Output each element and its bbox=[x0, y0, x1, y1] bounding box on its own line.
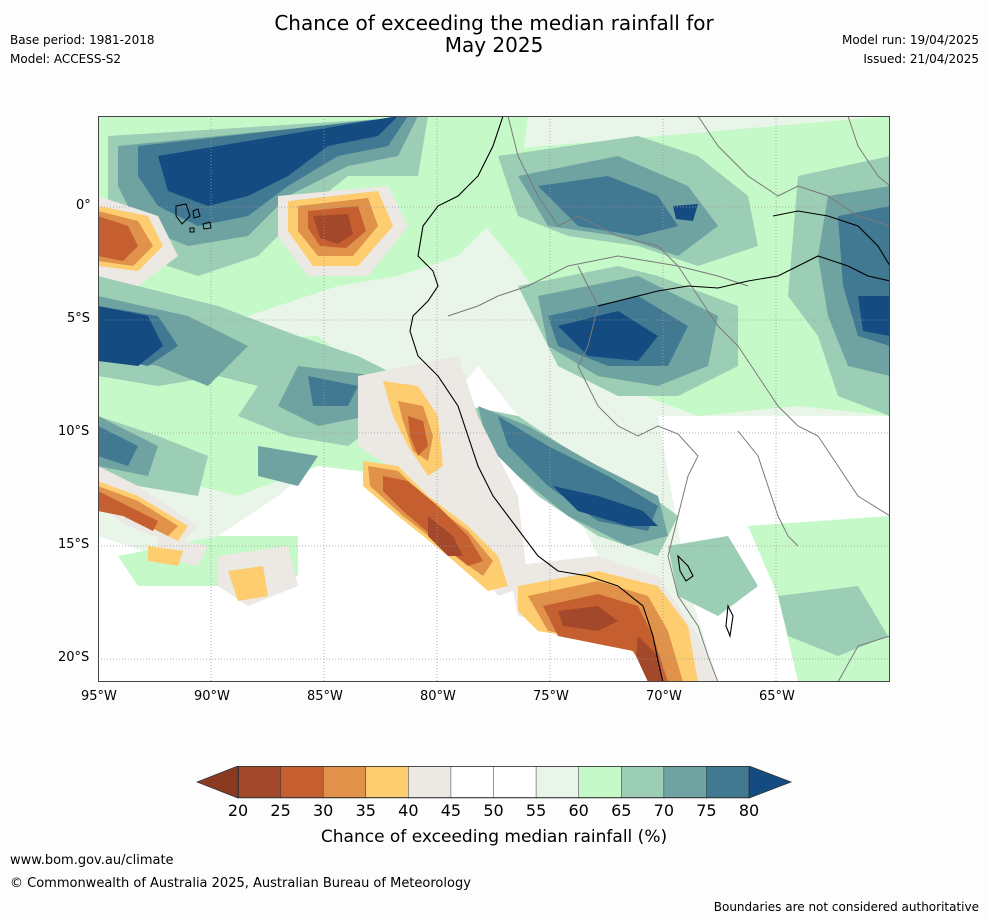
lat-label-15s: 15°S bbox=[58, 537, 90, 552]
map-title: Chance of exceeding the median rainfall … bbox=[0, 12, 988, 56]
lon-label-85w: 85°W bbox=[307, 689, 343, 704]
colorbar-cell bbox=[322, 766, 367, 799]
lat-label-10s: 10°S bbox=[58, 424, 90, 439]
lon-label-90w: 90°W bbox=[194, 689, 230, 704]
colorbar-tick-label: 25 bbox=[270, 801, 291, 820]
copyright-text: © Commonwealth of Australia 2025, Austra… bbox=[10, 876, 471, 891]
coastlines bbox=[409, 116, 890, 682]
lat-label-20s: 20°S bbox=[58, 650, 90, 665]
website-link[interactable]: www.bom.gov.au/climate bbox=[10, 853, 174, 868]
lat-label-5s: 5°S bbox=[67, 311, 91, 326]
colorbar-cell bbox=[706, 766, 750, 799]
colorbar-cell bbox=[408, 766, 452, 799]
lon-label-95w: 95°W bbox=[81, 689, 117, 704]
colorbar-cell bbox=[365, 766, 410, 799]
colorbar-cell bbox=[663, 766, 708, 799]
colorbar-tick-label: 45 bbox=[440, 801, 462, 820]
model-text: Model: ACCESS-S2 bbox=[10, 52, 122, 66]
colorbar-tick-label: 60 bbox=[568, 801, 589, 820]
lon-label-65w: 65°W bbox=[759, 689, 795, 704]
base-period-text: Base period: 1981-2018 bbox=[10, 33, 155, 47]
colorbar-tick-label: 75 bbox=[696, 801, 717, 820]
galapagos-islands bbox=[175, 203, 212, 233]
colorbar-title: Chance of exceeding median rainfall (%) bbox=[320, 827, 668, 847]
colorbar-tick-label: 80 bbox=[738, 801, 760, 820]
graticule bbox=[98, 116, 890, 682]
colorbar-tick-label: 20 bbox=[227, 801, 249, 820]
colorbar-tick-label: 40 bbox=[398, 801, 419, 820]
colorbar-tick-label: 55 bbox=[525, 801, 547, 820]
colorbar-cell bbox=[578, 766, 622, 799]
probability-map bbox=[98, 116, 890, 682]
lon-label-70w: 70°W bbox=[646, 689, 682, 704]
colorbar-tick-label: 50 bbox=[483, 801, 504, 820]
colorbar-low-arrow bbox=[196, 766, 239, 799]
colorbar-tick-label: 30 bbox=[312, 801, 334, 820]
field-20 bbox=[313, 214, 663, 682]
title-line-1: Chance of exceeding the median rainfall … bbox=[274, 11, 714, 35]
title-line-2: May 2025 bbox=[444, 33, 544, 57]
model-run-text: Model run: 19/04/2025 bbox=[841, 33, 979, 47]
colorbar-cell bbox=[621, 766, 665, 799]
colorbar-tick-label: 65 bbox=[611, 801, 632, 820]
colorbar-cell bbox=[493, 766, 537, 799]
colorbar-cell bbox=[535, 766, 580, 799]
lon-label-80w: 80°W bbox=[420, 689, 456, 704]
colorbar-cells bbox=[237, 766, 750, 799]
country-borders bbox=[447, 116, 890, 682]
colorbar-cell bbox=[280, 766, 324, 799]
lon-label-75w: 75°W bbox=[533, 689, 569, 704]
field-80 bbox=[98, 116, 890, 526]
colorbar-high-arrow bbox=[748, 766, 793, 799]
colorbar-cell bbox=[237, 766, 282, 799]
lat-label-0: 0° bbox=[76, 198, 91, 213]
colorbar-tick-label: 35 bbox=[355, 801, 376, 820]
colorbar-cell bbox=[450, 766, 495, 799]
colorbar bbox=[196, 766, 793, 799]
disclaimer-text: Boundaries are not considered authoritat… bbox=[713, 900, 979, 914]
colorbar-tick-label: 70 bbox=[653, 801, 674, 820]
colorbar-tick-labels: 20 25 30 35 40 45 50 55 60 65 70 75 80 bbox=[196, 801, 794, 821]
issued-text: Issued: 21/04/2025 bbox=[863, 52, 979, 66]
